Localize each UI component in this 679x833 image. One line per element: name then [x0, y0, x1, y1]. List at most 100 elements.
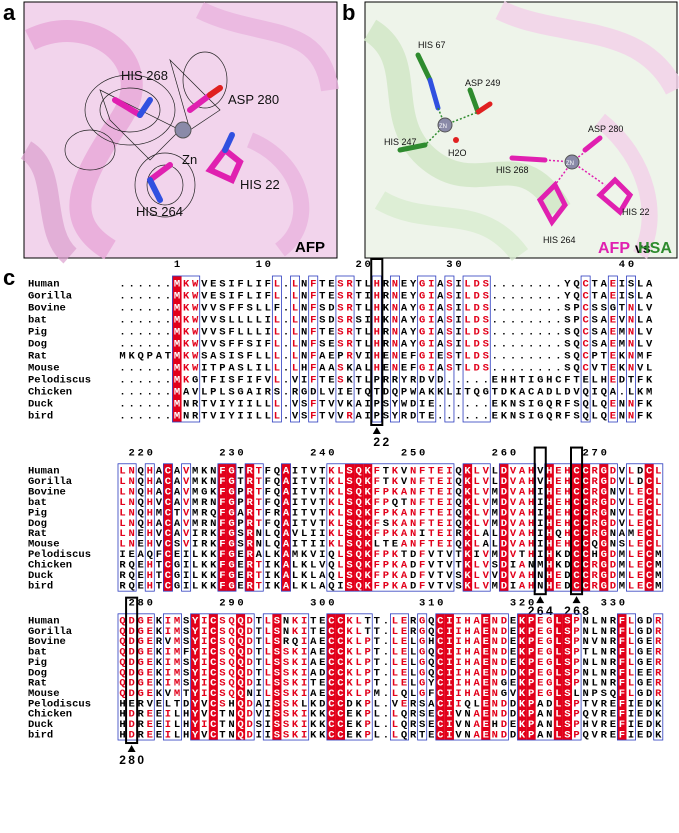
residue-label: HIS 268 [121, 68, 168, 83]
stick [475, 101, 493, 115]
conservation-frame [498, 463, 537, 592]
bond [437, 107, 446, 126]
species-name: Pig [28, 507, 47, 519]
species-name: Human [28, 279, 60, 291]
species-name: Human [28, 616, 60, 628]
identical-column [172, 276, 182, 422]
highlight-box [370, 258, 384, 426]
protein-label: AFP [295, 239, 325, 256]
marker-arrow [536, 596, 545, 604]
species-name: Bovine [28, 636, 66, 648]
ribbon [363, 19, 571, 217]
identical-column [499, 463, 509, 592]
conservation-frame [335, 275, 355, 423]
stick [397, 142, 428, 153]
identical-column [435, 613, 445, 741]
stick [205, 145, 244, 184]
conservation-frame [444, 275, 455, 423]
water [453, 137, 459, 143]
conservation-frame [462, 275, 491, 423]
stick [222, 132, 235, 153]
species-name: Chicken [28, 709, 72, 721]
ion-label: Zn [182, 152, 197, 167]
identical-column [599, 463, 609, 592]
identical-column [236, 613, 246, 741]
mesh [64, 129, 116, 171]
marker-arrow [572, 596, 581, 604]
conservation-frame [117, 463, 137, 592]
identical-column [463, 463, 473, 592]
conservation-frame [607, 275, 618, 423]
identical-column [526, 613, 536, 741]
stick [536, 180, 568, 227]
stick [147, 162, 173, 183]
species-name: Gorilla [28, 291, 73, 303]
mesh [84, 74, 176, 146]
conservation-frame [162, 613, 182, 741]
bond [544, 159, 573, 163]
density-mesh [64, 51, 228, 218]
conservation-frame [326, 613, 373, 741]
mesh [146, 164, 184, 206]
identical-column [226, 463, 237, 592]
species-name: bird [28, 411, 53, 423]
conservation-frame [326, 463, 455, 592]
species-name: Chicken [28, 560, 72, 572]
species-name: Dog [28, 518, 47, 530]
identical-column [345, 463, 355, 592]
species-name: Pig [28, 327, 47, 339]
ribbon [19, 141, 78, 264]
identical-column [190, 613, 200, 741]
zinc-ion [174, 121, 192, 139]
species-name: Mouse [28, 688, 60, 700]
species-name: Chicken [28, 387, 72, 399]
identical-column [163, 463, 173, 592]
conservation-frame [389, 275, 400, 423]
stick [467, 87, 481, 115]
species-name: Dog [28, 667, 47, 679]
identical-column [335, 613, 345, 741]
identical-column [444, 613, 454, 741]
species-name: Gorilla [28, 626, 73, 638]
legend-afp: AFP [598, 240, 630, 257]
species-name: Rat [28, 678, 47, 690]
species-name: Pelodiscus [28, 375, 91, 387]
residue-label: ASP 280 [228, 92, 279, 107]
species-name: bat [28, 647, 47, 659]
species-name: bat [28, 315, 47, 327]
stick [112, 97, 143, 118]
highlight-box [533, 446, 547, 596]
identical-column [272, 613, 282, 741]
stick [509, 155, 548, 163]
mesh [182, 51, 228, 109]
conservation-frame [626, 463, 664, 592]
stick [147, 177, 163, 203]
mesh [99, 87, 161, 133]
identical-column [644, 463, 654, 592]
ribbon [495, 0, 679, 95]
